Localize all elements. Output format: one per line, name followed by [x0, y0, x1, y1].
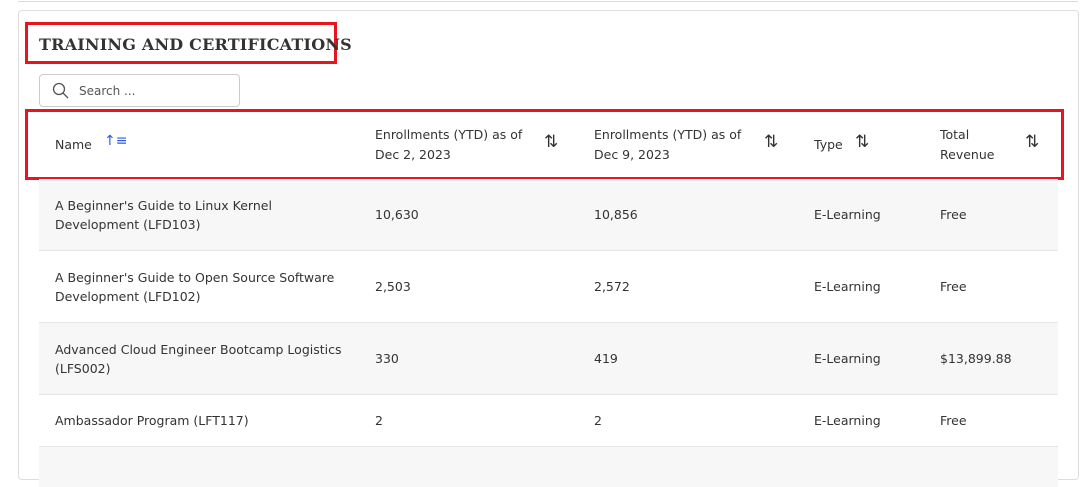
column-header-type[interactable]: Type — [814, 112, 854, 177]
cell-revenue: Free — [940, 413, 967, 428]
cell-type: E-Learning — [814, 351, 881, 366]
search-input[interactable] — [79, 83, 219, 98]
table-row[interactable]: A Beginner's Guide to Linux Kernel Devel… — [39, 179, 1058, 251]
top-divider — [18, 1, 1078, 2]
column-label: Name — [55, 136, 92, 152]
search-icon — [52, 82, 69, 99]
title-highlight — [25, 22, 337, 64]
sort-icon[interactable]: ⇅ — [855, 132, 870, 152]
cell-enrollments-dec2: 10,630 — [375, 207, 419, 222]
cell-name: A Beginner's Guide to Open Source Softwa… — [55, 269, 335, 304]
column-header-enrollments-dec2[interactable]: Enrollments (YTD) as of Dec 2, 2023 — [375, 112, 535, 177]
cell-type: E-Learning — [814, 207, 881, 222]
cell-name: Ambassador Program (LFT117) — [55, 413, 249, 428]
table-row[interactable]: Advanced Cloud Engineer Bootcamp Logisti… — [39, 323, 1058, 395]
column-label: Total Revenue — [940, 126, 995, 162]
cell-name: A Beginner's Guide to Linux Kernel Devel… — [55, 197, 272, 232]
column-label: Type — [814, 136, 843, 152]
sort-icon[interactable]: ⇅ — [764, 132, 779, 152]
table-row-partial — [39, 447, 1058, 487]
cell-type: E-Learning — [814, 413, 881, 428]
column-header-total-revenue[interactable]: Total Revenue — [940, 112, 1010, 177]
cell-enrollments-dec9: 2,572 — [594, 279, 630, 294]
cell-enrollments-dec2: 2,503 — [375, 279, 411, 294]
cell-revenue: Free — [940, 279, 967, 294]
column-label: Enrollments (YTD) as of Dec 2, 2023 — [375, 126, 523, 162]
cell-enrollments-dec2: 2 — [375, 413, 383, 428]
cell-enrollments-dec9: 2 — [594, 413, 602, 428]
cell-enrollments-dec9: 10,856 — [594, 207, 638, 222]
sort-icon[interactable]: ⇅ — [544, 132, 559, 152]
cell-enrollments-dec2: 330 — [375, 351, 399, 366]
column-header-enrollments-dec9[interactable]: Enrollments (YTD) as of Dec 9, 2023 — [594, 112, 754, 177]
cell-name: Advanced Cloud Engineer Bootcamp Logisti… — [55, 341, 342, 376]
column-label: Enrollments (YTD) as of Dec 9, 2023 — [594, 126, 742, 162]
cell-revenue: $13,899.88 — [940, 351, 1012, 366]
sort-ascending-icon[interactable]: ↑≡ — [104, 133, 128, 149]
cell-revenue: Free — [940, 207, 967, 222]
page-title: TRAINING AND CERTIFICATIONS — [39, 35, 352, 54]
cell-enrollments-dec9: 419 — [594, 351, 618, 366]
sort-icon[interactable]: ⇅ — [1025, 132, 1040, 152]
table-header: Name ↑≡ Enrollments (YTD) as of Dec 2, 2… — [39, 112, 1058, 177]
column-header-name[interactable]: Name — [55, 112, 115, 177]
table-row[interactable]: Ambassador Program (LFT117) 2 2 E-Learni… — [39, 395, 1058, 447]
header-highlight — [25, 109, 1064, 180]
cell-type: E-Learning — [814, 279, 881, 294]
search-box[interactable] — [39, 74, 240, 107]
table-row[interactable]: A Beginner's Guide to Open Source Softwa… — [39, 251, 1058, 323]
